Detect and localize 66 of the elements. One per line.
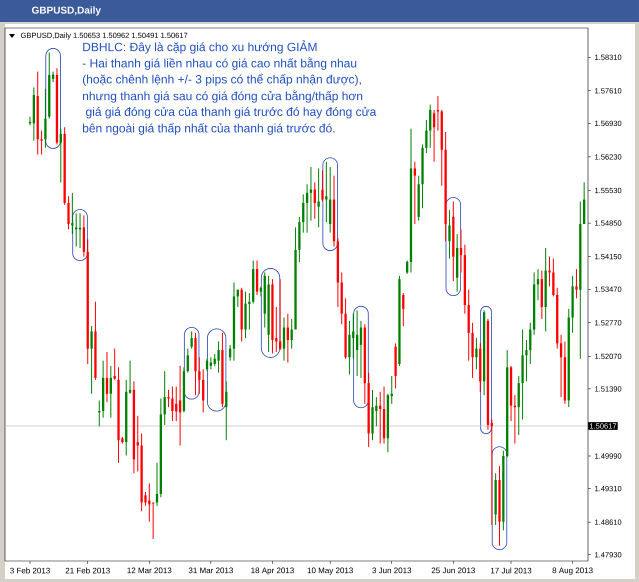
candlestick — [514, 394, 516, 444]
candlestick — [214, 353, 216, 366]
candlestick — [78, 212, 82, 249]
annotation: giá giá đóng cửa của thanh giá trước đó hay đóng cửa — [86, 106, 376, 118]
candlestick — [202, 368, 204, 413]
x-tick-label: 31 Mar 2013 — [188, 568, 233, 574]
candlestick — [148, 482, 150, 522]
candlestick — [436, 96, 440, 132]
x-tick-label: 10 May 2013 — [308, 568, 353, 575]
x-tick-label: 17 Jul 2013 — [490, 568, 532, 574]
candlestick — [536, 268, 540, 301]
candlestick — [278, 278, 282, 351]
candlestick — [110, 365, 112, 418]
x-tick-label: 3 Feb 2013 — [10, 568, 50, 574]
candlestick — [198, 356, 200, 394]
annotation: bên ngoài giá thấp nhất của thanh giá trước đó. — [82, 123, 334, 135]
candlestick — [310, 166, 312, 222]
candlestick — [302, 194, 304, 234]
candlestick — [402, 292, 404, 327]
candlestick — [225, 380, 228, 441]
candlestick — [171, 386, 174, 422]
candlestick — [475, 338, 478, 370]
candlestick — [167, 389, 170, 408]
candlestick — [325, 161, 328, 223]
candlestick — [248, 292, 251, 330]
candlestick — [314, 182, 316, 220]
candlestick — [352, 313, 354, 360]
candlestick — [210, 356, 212, 370]
candlestick — [356, 310, 358, 376]
x-tick-label: 25 Jun 2013 — [432, 568, 475, 574]
candlestick — [525, 340, 528, 382]
candlestick — [114, 348, 116, 380]
candlestick — [518, 375, 520, 436]
candlestick — [75, 212, 78, 248]
x-tick-label: 3 Jun 2013 — [372, 568, 412, 574]
candlestick — [98, 400, 100, 427]
annotation: nhưng thanh giá sau có giá đóng cửa bằng/thấp hơn — [83, 90, 362, 103]
candlestick — [236, 289, 239, 308]
x-tick-label: 21 Feb 2013 — [66, 568, 110, 574]
candlestick — [317, 168, 320, 228]
annotation: DBHLC: Đây là cặp giá cho xu hướng GIẢM — [83, 40, 317, 54]
candlestick — [379, 391, 382, 444]
candlestick — [414, 161, 416, 225]
candlestick — [206, 358, 208, 372]
candlestick — [228, 344, 232, 362]
candlestick — [40, 130, 43, 156]
x-tick-label: 8 Aug 2013 — [552, 568, 593, 575]
candlestick — [429, 104, 432, 148]
candlestick — [71, 192, 74, 235]
candlestick — [190, 330, 193, 350]
candlestick — [164, 370, 166, 426]
candlestick — [286, 313, 289, 364]
x-tick-label: 18 Apr 2013 — [251, 568, 294, 575]
candlestick — [529, 322, 532, 364]
candlestick — [290, 318, 293, 350]
candlestick — [425, 120, 428, 154]
candlestick — [60, 128, 62, 183]
chart-title: GBPUSD,Daily — [32, 6, 101, 16]
annotation: - Hai thanh giá liền nhau có giá cao nhất bằng nhau — [82, 56, 356, 70]
x-tick-label: 12 Mar 2013 — [127, 568, 172, 574]
candlestick — [406, 260, 408, 274]
candlestick — [152, 502, 154, 540]
candlestick — [175, 386, 178, 422]
annotation: (hoặc chênh lệnh +/- 3 pips có thể chấp nhận được), — [82, 74, 361, 86]
candlestick — [552, 258, 555, 297]
candlestick — [186, 348, 189, 374]
